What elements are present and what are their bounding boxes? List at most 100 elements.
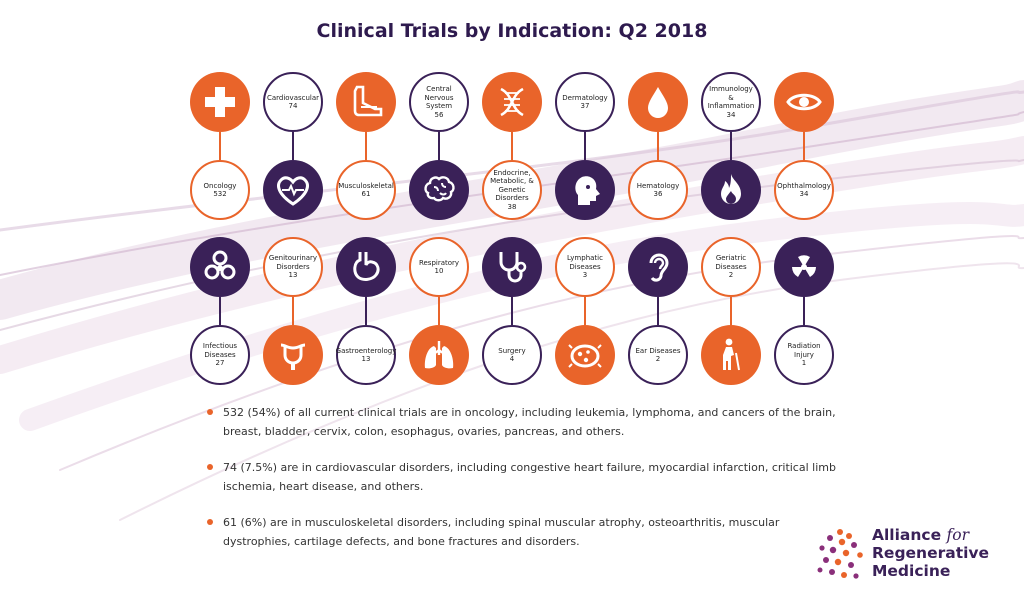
indication-label-circle: Cardiovascular 74 (263, 72, 323, 132)
indication-count: 74 (288, 102, 298, 110)
face-skin-icon (575, 176, 600, 205)
bullet-list: 532 (54%) of all current clinical trials… (205, 403, 845, 568)
indication-icon-circle (263, 325, 323, 385)
indication-count: 10 (434, 267, 444, 275)
indication-icon-circle (409, 325, 469, 385)
connector-line (657, 297, 659, 325)
indication-icon-circle (482, 237, 542, 297)
indication-count: 532 (213, 190, 227, 198)
bullet-text: 74 (7.5%) are in cardiovascular disorder… (223, 461, 836, 493)
stomach-icon (353, 252, 380, 281)
indication-count: 13 (361, 355, 371, 363)
indication-count: 13 (288, 271, 298, 280)
indication-name: Immunology & Inflammation (707, 85, 755, 110)
uterus-icon (280, 343, 306, 370)
indication-name: Infectious Diseases (202, 342, 238, 359)
indication-icon-circle (263, 160, 323, 220)
bacteria-icon (568, 344, 602, 368)
indication-icon-circle (701, 160, 761, 220)
connector-line (803, 132, 805, 160)
indication-label-circle: Lymphatic Diseases 3 (555, 237, 615, 297)
indication-label-circle: Hematology 36 (628, 160, 688, 220)
ear-icon (649, 253, 669, 282)
indication-name: Surgery (498, 346, 526, 355)
indication-name: Lymphatic Diseases (567, 254, 603, 271)
indication-count: 38 (507, 202, 517, 211)
indication-label-circle: Dermatology 37 (555, 72, 615, 132)
bullet-text: 61 (6%) are in musculoskeletal disorders… (223, 516, 780, 548)
indication-name: Genitourinary Disorders (268, 254, 318, 271)
indication-name: Dermatology (562, 93, 608, 102)
connector-line (730, 297, 732, 325)
bullet-text: 532 (54%) of all current clinical trials… (223, 406, 836, 438)
indication-label-circle: Surgery 4 (482, 325, 542, 385)
indication-count: 4 (509, 355, 515, 363)
indication-count: 2 (655, 355, 661, 363)
indication-name: Radiation Injury (787, 342, 821, 359)
indication-icon-circle (628, 237, 688, 297)
indication-name: Cardiovascular (266, 93, 320, 102)
indication-label-circle: Radiation Injury 1 (774, 325, 834, 385)
elderly-person-icon (723, 338, 740, 371)
indication-icon-circle (628, 72, 688, 132)
connector-line (511, 297, 513, 325)
blood-drop-icon (648, 87, 668, 118)
indication-count: 34 (799, 190, 809, 198)
page-title: Clinical Trials by Indication: Q2 2018 (316, 20, 708, 42)
connector-line (292, 132, 294, 160)
bullet-dot (207, 519, 213, 525)
logo-line1: Alliance (872, 526, 942, 544)
biohazard-icon (204, 250, 236, 280)
indication-label-circle: Gastroenterology 13 (336, 325, 396, 385)
indication-icon-circle (774, 237, 834, 297)
indication-name: Oncology (203, 181, 237, 190)
indication-icon-circle (555, 160, 615, 220)
connector-line (584, 297, 586, 325)
bullet-dot (207, 409, 213, 415)
indication-label-circle: Ophthalmology 34 (774, 160, 834, 220)
connector-line (511, 132, 513, 160)
arm-logo: Alliance for Regenerative Medicine (816, 522, 1016, 584)
indication-name: Hematology (636, 181, 680, 190)
connector-line (365, 297, 367, 325)
bullet-oncology: 532 (54%) of all current clinical trials… (205, 403, 845, 441)
indication-icon-circle (774, 72, 834, 132)
indication-count: 2 (728, 271, 734, 280)
indication-count: 36 (653, 190, 663, 198)
bullet-musculoskeletal: 61 (6%) are in musculoskeletal disorders… (205, 513, 845, 551)
indication-name: Gastroenterology (335, 346, 397, 355)
bullet-dot (207, 464, 213, 470)
eye-icon (786, 93, 822, 111)
indication-name: Central Nervous System (424, 85, 454, 110)
indication-name: Respiratory (418, 258, 460, 267)
connector-line (438, 132, 440, 160)
indication-label-circle: Immunology & Inflammation 34 (701, 72, 761, 132)
indication-label-circle: Geriatric Diseases 2 (701, 237, 761, 297)
indication-name: Geriatric Diseases (715, 254, 747, 271)
logo-line1-italic: for (946, 526, 970, 544)
medical-cross-icon (205, 87, 235, 117)
indication-count: 61 (361, 190, 371, 198)
logo-line2: Regenerative (872, 544, 990, 562)
indication-label-circle: Infectious Diseases 27 (190, 325, 250, 385)
indication-count: 3 (582, 271, 588, 280)
indication-icon-circle (555, 325, 615, 385)
indication-name: Ophthalmology (777, 181, 831, 190)
indication-count: 27 (215, 359, 225, 368)
indication-count: 37 (580, 102, 590, 110)
indication-label-circle: Ear Diseases 2 (628, 325, 688, 385)
connector-line (292, 297, 294, 325)
arm-logo-dots-icon (817, 529, 863, 579)
radiation-icon (792, 255, 816, 277)
connector-line (438, 297, 440, 325)
brain-icon (424, 176, 455, 202)
indication-label-circle: Oncology 532 (190, 160, 250, 220)
indication-count: 34 (726, 110, 736, 119)
connector-line (219, 132, 221, 160)
foot-bones-icon (353, 85, 383, 117)
indication-label-circle: Endocrine, Metabolic, & Genetic Disorder… (482, 160, 542, 220)
indication-label-circle: Genitourinary Disorders 13 (263, 237, 323, 297)
indication-icon-circle (190, 72, 250, 132)
connector-line (657, 132, 659, 160)
dna-icon (500, 87, 524, 117)
